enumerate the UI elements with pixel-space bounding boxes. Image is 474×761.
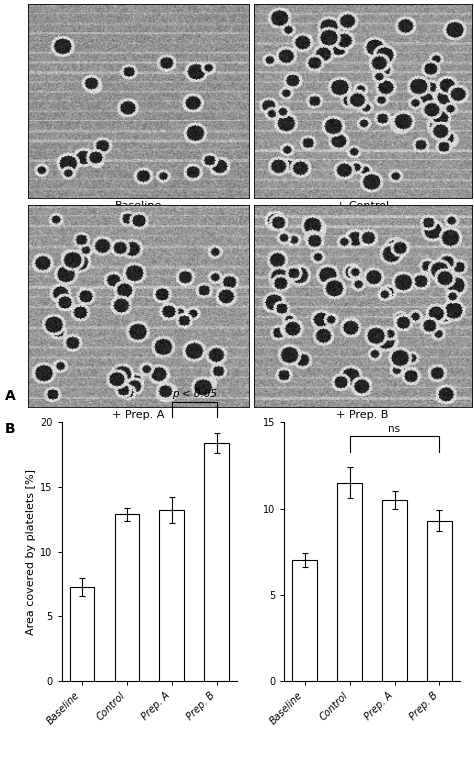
X-axis label: Baseline: Baseline	[115, 201, 162, 211]
Bar	[292, 560, 317, 681]
X-axis label: + Prep. B: + Prep. B	[337, 410, 389, 420]
Bar	[204, 443, 229, 681]
Bar	[70, 587, 94, 681]
X-axis label: + Prep. A: + Prep. A	[112, 410, 165, 420]
Bar	[382, 500, 407, 681]
Y-axis label: Area covered by platelets [%]: Area covered by platelets [%]	[26, 469, 36, 635]
X-axis label: + Control: + Control	[336, 201, 389, 211]
Bar	[427, 521, 452, 681]
Text: B: B	[5, 422, 15, 436]
Text: ns: ns	[389, 424, 401, 434]
Bar	[159, 511, 184, 681]
Text: A: A	[5, 390, 16, 403]
Bar	[115, 514, 139, 681]
Bar	[337, 482, 362, 681]
Text: p < 0.05: p < 0.05	[172, 389, 217, 399]
